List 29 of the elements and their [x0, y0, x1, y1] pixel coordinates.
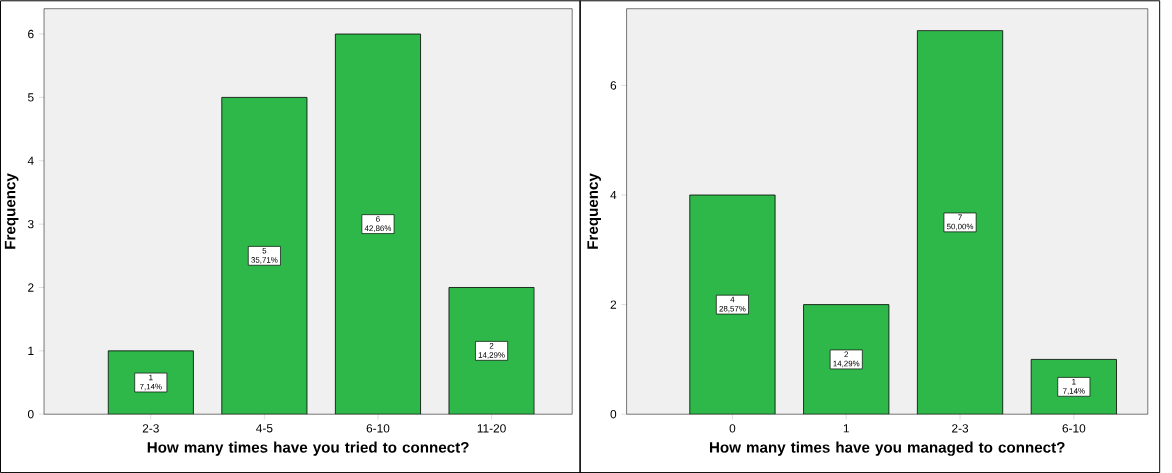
x-axis-title: How many times have you managed to connect? — [709, 441, 1065, 456]
bar — [917, 30, 1003, 415]
y-tick-label: 1 — [28, 346, 34, 355]
y-tick-label: 5 — [27, 93, 34, 102]
bar — [334, 33, 421, 415]
bar — [221, 96, 308, 415]
x-tick-label: 6-10 — [366, 423, 390, 433]
y-tick-label: 6 — [28, 29, 34, 39]
bar — [689, 194, 776, 415]
y-tick-label: 6 — [610, 81, 617, 90]
bar — [803, 304, 889, 415]
y-tick-label: 2 — [610, 300, 617, 309]
y-tick-label: 3 — [27, 219, 34, 229]
x-tick-label: 11-20 — [477, 423, 506, 433]
x-axis-title: How many times have you tried to connect? — [147, 441, 469, 456]
y-tick-label: 4 — [610, 190, 617, 199]
y-axis-title: Frequency — [4, 173, 19, 249]
y-tick-label: 2 — [28, 283, 34, 292]
bar — [448, 286, 535, 415]
y-tick-label: 0 — [27, 409, 34, 419]
x-tick-label: 4-5 — [256, 423, 273, 433]
x-tick-label: 6-10 — [1062, 423, 1086, 433]
x-tick-label: 2-3 — [142, 423, 159, 433]
x-tick-label: 0 — [729, 423, 736, 433]
x-tick-label: 1 — [843, 423, 849, 433]
y-tick-label: 0 — [610, 409, 617, 419]
y-axis-title: Frequency — [587, 173, 601, 249]
y-tick-label: 4 — [27, 156, 34, 165]
x-tick-label: 2-3 — [952, 423, 969, 433]
